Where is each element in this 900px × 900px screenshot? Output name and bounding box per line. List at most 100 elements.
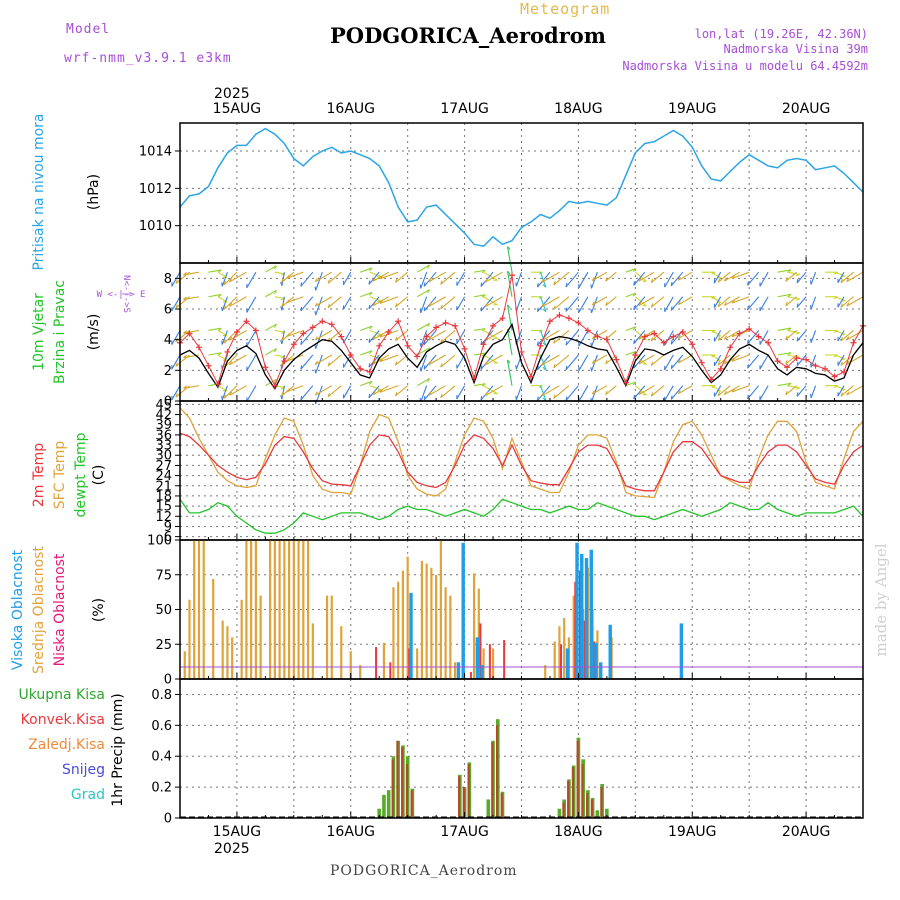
wind-arrow-head	[379, 275, 383, 280]
y-tick-label: 39	[155, 418, 172, 433]
bottom-day-labels: 15AUG 16AUG 17AUG 18AUG 19AUG 20AUG	[213, 824, 831, 840]
wind-arrow-head	[642, 304, 647, 307]
gust-point	[395, 318, 402, 325]
wind-arrow	[638, 271, 655, 282]
wind-arrow-head	[223, 305, 226, 310]
wind-arrow	[171, 330, 181, 345]
wind-arrow-head	[795, 387, 800, 390]
wind-arrow-head	[369, 325, 373, 330]
wind-arrow-head	[223, 363, 226, 368]
precip-conv-bar	[571, 767, 575, 818]
wind-arrow-head	[747, 394, 749, 399]
wind-arrow	[327, 271, 342, 284]
cloud-mid-bar	[392, 587, 395, 679]
wind-panel: 0 2 4 6 8	[164, 246, 866, 410]
cloud-bars	[183, 540, 684, 679]
wind-arrow-head	[368, 393, 371, 398]
gust-point	[271, 382, 278, 389]
cloud-mid-bar	[311, 623, 314, 679]
gust-point	[357, 365, 364, 372]
wind-arrow-head	[605, 277, 608, 282]
wind-arrow	[810, 296, 817, 310]
wind-arrow	[286, 271, 304, 279]
gust-point	[490, 322, 497, 329]
gust-point	[679, 329, 686, 335]
wind-arrow	[541, 354, 560, 366]
wind-arrow-head	[419, 284, 422, 289]
gust-point	[290, 341, 297, 348]
cloud-high-bar	[409, 592, 413, 679]
wind-arrow-head	[670, 306, 673, 311]
cloud-mid-bar	[477, 588, 480, 679]
wind-arrow	[759, 296, 769, 312]
y-tick-label: 1012	[139, 182, 172, 197]
cloud-mid-bar	[292, 540, 295, 679]
wind-arrow	[379, 385, 399, 393]
wind-arrow	[183, 296, 200, 301]
wind-arrow-head	[747, 339, 749, 344]
dewpoint-line	[179, 498, 864, 534]
wind-arrow-head	[369, 350, 373, 355]
wind-arrow	[440, 385, 456, 399]
wind-arrow-head	[796, 303, 799, 308]
wind-arrow	[428, 329, 446, 341]
wind-arrow	[724, 329, 740, 340]
wind-arrow-head	[632, 268, 637, 272]
wind-arrow	[713, 271, 722, 284]
wind-arrow	[440, 330, 456, 343]
wind-arrow	[664, 385, 674, 401]
wind-arrow	[837, 330, 845, 342]
wind-arrow	[724, 385, 740, 395]
precip-conv-bar	[391, 759, 394, 818]
precip-bars	[377, 719, 609, 818]
gust-point	[660, 339, 667, 346]
gust-point	[300, 330, 307, 337]
wind-arrow	[846, 354, 864, 365]
wind-arrow	[592, 385, 608, 395]
day-label-bottom: 18AUG	[554, 824, 603, 840]
wind-arrow	[834, 354, 846, 360]
wind-arrow	[717, 330, 731, 341]
wind-arrow	[670, 385, 684, 400]
wind-arrow	[553, 354, 570, 369]
wind-arrow	[717, 271, 731, 283]
wind-arrow	[541, 385, 560, 397]
model-elevation-label: Nadmorska Visina u modelu 64.4592m	[622, 59, 868, 73]
wind-arrow-head	[314, 302, 318, 307]
wind-arrow	[590, 354, 598, 372]
wind-arrow	[625, 350, 637, 356]
wind-arrow	[846, 385, 864, 396]
cloud-high-bar	[594, 642, 598, 679]
wind-arrow	[342, 330, 352, 344]
wind-arrow	[315, 271, 333, 283]
wind-arrow-head	[507, 270, 511, 275]
y-tick-label: 0	[164, 395, 172, 410]
wind-arrow	[747, 271, 760, 286]
wind-arrow	[327, 354, 342, 367]
wind-arrow-head	[481, 352, 486, 356]
wind-arrow-head	[286, 274, 290, 279]
wind-arrow	[372, 271, 389, 282]
wind-arrow-head	[840, 361, 843, 366]
cloud-mid-bar	[254, 540, 257, 679]
wind-arrow-head	[273, 265, 277, 270]
wind-arrow	[785, 385, 797, 396]
wind-arrow	[553, 296, 570, 310]
wind-arrow	[315, 272, 323, 291]
wind-arrow	[759, 354, 769, 370]
pressure-title: Pritisak na nivou mora	[31, 113, 47, 270]
wind-arrow-head	[183, 330, 187, 334]
gust-point	[452, 322, 459, 329]
wind-arrow	[483, 354, 498, 364]
cloud-mid-bar	[382, 642, 386, 679]
precip-conv-bar	[586, 793, 589, 818]
wind-arrow-head	[379, 358, 383, 363]
wind-arrow	[578, 271, 589, 289]
wind-compass-ew: W <-|-> E	[97, 290, 146, 300]
wind-arrow-head	[642, 393, 647, 396]
wind-arrow-head	[731, 299, 735, 304]
y-tick-label: 0	[164, 673, 172, 688]
precip-conv-bar	[401, 746, 404, 818]
precip-conv-bar	[410, 790, 413, 818]
cloud-high-bar	[599, 662, 603, 679]
